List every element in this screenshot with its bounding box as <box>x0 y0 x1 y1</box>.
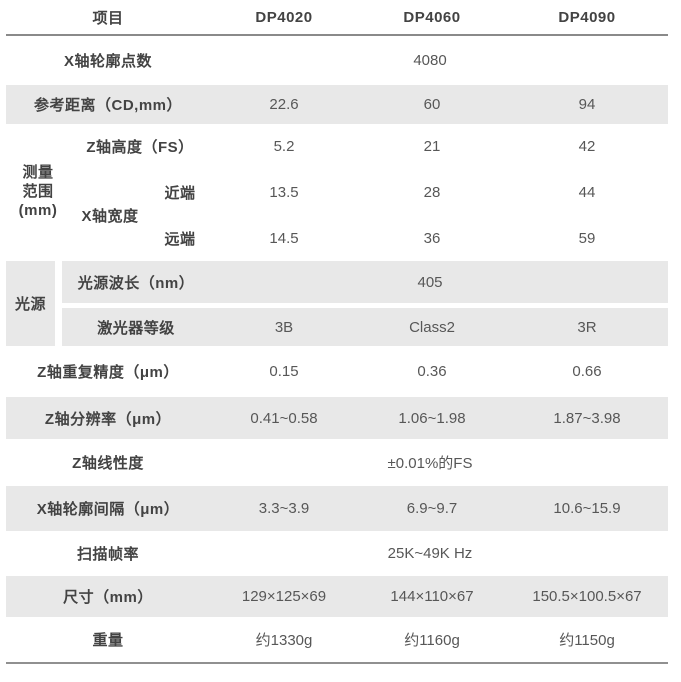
row-scan-rate: 扫描帧率 25K~49K Hz <box>6 531 668 576</box>
sub-label-x-width: X轴宽度 <box>81 207 139 225</box>
row-label: 重量 <box>92 632 124 649</box>
cell-value: 144×110×67 <box>390 588 474 605</box>
cell-value: 150.5×100.5×67 <box>532 588 642 605</box>
cell-value: Class2 <box>358 308 506 346</box>
row-x-profile-interval: X轴轮廓间隔（μm） 3.3~3.9 6.9~9.7 10.6~15.9 <box>6 486 668 531</box>
header-item-label: 项目 <box>92 9 124 27</box>
table-header-row: 项目 DP4020 DP4060 DP4090 <box>6 0 668 36</box>
row-label: X轴轮廓间隔（μm） <box>36 501 180 518</box>
cell-value: 42 <box>578 138 596 156</box>
row-z-linearity: Z轴线性度 ±0.01%的FS <box>6 439 668 486</box>
cell-value: 22.6 <box>269 96 299 113</box>
cell-value: 0.66 <box>572 363 602 380</box>
cell-value: 约1160g <box>404 632 460 649</box>
row-weight: 重量 约1330g 约1160g 约1150g <box>6 617 668 662</box>
cell-value: 59 <box>578 229 596 247</box>
cell-value: 44 <box>578 183 596 201</box>
cell-value-span: ±0.01%的FS <box>387 455 473 472</box>
group-label-light-source: 光源 <box>6 261 55 346</box>
cell-value: 36 <box>423 229 441 247</box>
sub-label-near-end: 近端 <box>164 184 196 202</box>
table-bottom-rule <box>6 662 668 664</box>
cell-value-span: 4080 <box>413 52 447 69</box>
cell-value: 1.87~3.98 <box>553 409 621 427</box>
header-model-dp4060: DP4060 <box>403 8 461 26</box>
row-group-measure-range: 测量 范围 (mm) Z轴高度（FS） 5.2 21 42 X轴宽度 近端 13… <box>6 124 668 261</box>
cell-value: 10.6~15.9 <box>553 500 621 517</box>
cell-value: 60 <box>423 96 441 113</box>
row-profile-points: X轴轮廓点数 4080 <box>6 36 668 85</box>
row-label: 参考距离（CD,mm） <box>33 97 182 114</box>
sub-label-laser-class: 激光器等级 <box>62 308 210 346</box>
row-label: X轴轮廓点数 <box>63 53 152 70</box>
cell-value: 28 <box>423 183 441 201</box>
cell-value: 约1150g <box>559 632 615 649</box>
cell-value: 129×125×69 <box>241 588 327 605</box>
row-dimensions: 尺寸（mm） 129×125×69 144×110×67 150.5×100.5… <box>6 576 668 617</box>
row-label: 尺寸（mm） <box>63 589 153 606</box>
cell-value: 约1330g <box>255 632 313 649</box>
spec-table: 项目 DP4020 DP4060 DP4090 X轴轮廓点数 4080 参考距离… <box>6 0 668 664</box>
cell-value: 0.41~0.58 <box>250 409 318 427</box>
row-label: 扫描帧率 <box>76 546 139 563</box>
row-group-light-source: 光源 光源波长（nm） 405 激光器等级 3B Class2 3R <box>6 261 668 346</box>
cell-value: 3.3~3.9 <box>258 500 310 517</box>
cell-value: 3B <box>210 308 358 346</box>
cell-value: 3R <box>506 308 668 346</box>
sub-label-z-height: Z轴高度（FS） <box>86 139 194 157</box>
group-label-measure-range: 测量 范围 (mm) <box>18 164 58 219</box>
cell-value: 0.15 <box>269 363 299 380</box>
row-reference-distance: 参考距离（CD,mm） 22.6 60 94 <box>6 85 668 124</box>
row-label: Z轴分辨率（μm） <box>44 410 172 428</box>
row-label: Z轴线性度 <box>72 455 144 472</box>
cell-value: 14.5 <box>269 229 299 247</box>
row-z-repeatability: Z轴重复精度（μm） 0.15 0.36 0.66 <box>6 346 668 397</box>
sub-label-wavelength: 光源波长（nm） <box>62 261 210 303</box>
row-z-resolution: Z轴分辨率（μm） 0.41~0.58 1.06~1.98 1.87~3.98 <box>6 397 668 439</box>
cell-value-span: 25K~49K Hz <box>387 545 473 562</box>
cell-value: 5.2 <box>273 138 295 156</box>
cell-value-span: 405 <box>210 261 668 303</box>
cell-value: 13.5 <box>269 183 299 201</box>
cell-value: 1.06~1.98 <box>398 409 466 427</box>
cell-value: 6.9~9.7 <box>406 500 458 517</box>
cell-value: 21 <box>423 138 441 156</box>
header-model-dp4090: DP4090 <box>558 8 616 26</box>
cell-value: 94 <box>578 96 596 113</box>
cell-value: 0.36 <box>417 363 447 380</box>
sub-label-far-end: 远端 <box>164 230 196 248</box>
row-label: Z轴重复精度（μm） <box>37 364 179 381</box>
header-model-dp4020: DP4020 <box>255 8 313 26</box>
